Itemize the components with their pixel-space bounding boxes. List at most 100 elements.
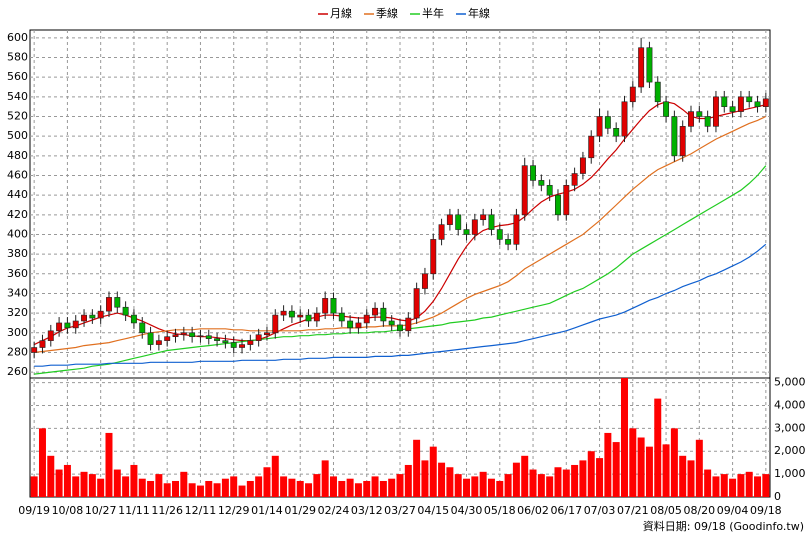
y-tick-label: 600 xyxy=(7,31,28,44)
volume-bar xyxy=(645,446,653,497)
candle-body xyxy=(704,116,711,127)
volume-bar xyxy=(579,460,587,497)
candle-body xyxy=(671,116,678,157)
candle-body xyxy=(513,214,520,245)
volume-bar xyxy=(621,378,628,497)
x-tick-label: 09/19 xyxy=(18,504,50,517)
volume-bar xyxy=(296,480,304,497)
candle-body xyxy=(754,101,761,107)
candle-body xyxy=(264,332,270,336)
candle-body xyxy=(446,214,453,225)
candle-body xyxy=(397,324,403,332)
volume-bar xyxy=(479,471,487,497)
volume-bar xyxy=(113,469,121,497)
candle-body xyxy=(380,307,387,322)
volume-bar xyxy=(97,478,105,497)
candle-body xyxy=(222,340,229,343)
candle-body xyxy=(172,334,179,338)
x-tick-label: 03/12 xyxy=(351,504,383,517)
candle-body xyxy=(313,312,320,322)
x-tick-label: 07/03 xyxy=(584,504,616,517)
candle-body xyxy=(280,310,287,316)
candle-body xyxy=(305,314,312,322)
candle-body xyxy=(47,330,54,341)
x-tick-label: 08/20 xyxy=(683,504,715,517)
volume-bar xyxy=(637,437,645,497)
volume-bar xyxy=(429,446,437,497)
candle-body xyxy=(164,336,171,341)
x-tick-label: 03/27 xyxy=(384,504,416,517)
candle-body xyxy=(155,340,162,345)
candle-body xyxy=(712,96,719,127)
volume-bar xyxy=(454,474,462,497)
candle-body xyxy=(737,96,744,112)
candle-body xyxy=(388,320,395,326)
candle-body xyxy=(604,116,611,129)
volume-bar xyxy=(546,476,554,497)
candle-body xyxy=(571,173,578,186)
candle-body xyxy=(122,306,129,316)
candle-body xyxy=(588,135,595,159)
candle-body xyxy=(255,334,262,341)
x-tick-label: 05/18 xyxy=(484,504,516,517)
volume-bar xyxy=(221,478,229,497)
candle-body xyxy=(638,47,645,88)
volume-bar xyxy=(305,483,313,497)
candle-body xyxy=(762,98,769,107)
candle-body xyxy=(538,180,545,186)
volume-bar xyxy=(313,474,321,497)
volume-bar xyxy=(562,469,570,497)
candle-body xyxy=(596,116,603,137)
y2-tick-label: 2,000 xyxy=(774,444,806,457)
volume-bar xyxy=(679,455,687,497)
volume-bar xyxy=(238,485,246,497)
x-tick-label: 12/29 xyxy=(218,504,250,517)
ma-line xyxy=(34,243,767,367)
candle-body xyxy=(563,185,570,216)
candle-body xyxy=(197,335,204,338)
candle-body xyxy=(338,312,345,322)
candle-body xyxy=(471,219,478,235)
y-tick-label: 360 xyxy=(7,267,28,280)
x-tick-label: 06/02 xyxy=(517,504,549,517)
volume-bar xyxy=(687,460,695,497)
candle-body xyxy=(721,96,728,107)
candle-body xyxy=(89,314,96,319)
volume-bar xyxy=(346,478,354,497)
volume-bar xyxy=(521,455,529,497)
candle-body xyxy=(355,322,362,329)
y-tick-label: 540 xyxy=(7,90,28,103)
y-tick-label: 500 xyxy=(7,129,28,142)
volume-bar xyxy=(371,476,379,497)
candle-body xyxy=(31,347,38,353)
volume-bar xyxy=(587,451,595,497)
y-tick-label: 280 xyxy=(7,345,28,358)
volume-bar xyxy=(463,478,471,497)
volume-bar xyxy=(263,467,271,497)
candle-body xyxy=(189,332,196,338)
volume-bar xyxy=(47,455,55,497)
x-tick-label: 06/17 xyxy=(550,504,582,517)
legend-label: 月線 xyxy=(330,6,352,20)
candle-body xyxy=(729,106,736,112)
volume-bar xyxy=(205,480,213,497)
volume-bar xyxy=(55,469,63,497)
volume-bar xyxy=(271,455,279,497)
candle-body xyxy=(64,322,71,329)
candle-body xyxy=(530,165,536,181)
volume-bar xyxy=(321,460,329,497)
y-tick-label: 480 xyxy=(7,149,28,162)
candle-body xyxy=(322,298,329,314)
x-tick-label: 11/11 xyxy=(118,504,150,517)
candle-body xyxy=(496,229,503,240)
volume-bar xyxy=(695,439,703,497)
volume-bar xyxy=(130,464,138,497)
candle-body xyxy=(663,101,670,117)
candle-body xyxy=(147,332,154,345)
candle-body xyxy=(654,81,661,103)
legend: 月線 季線 半年 年線 xyxy=(318,6,490,20)
legend-label: 季線 xyxy=(376,6,398,20)
volume-bar xyxy=(496,480,504,497)
y-tick-label: 420 xyxy=(7,208,28,221)
